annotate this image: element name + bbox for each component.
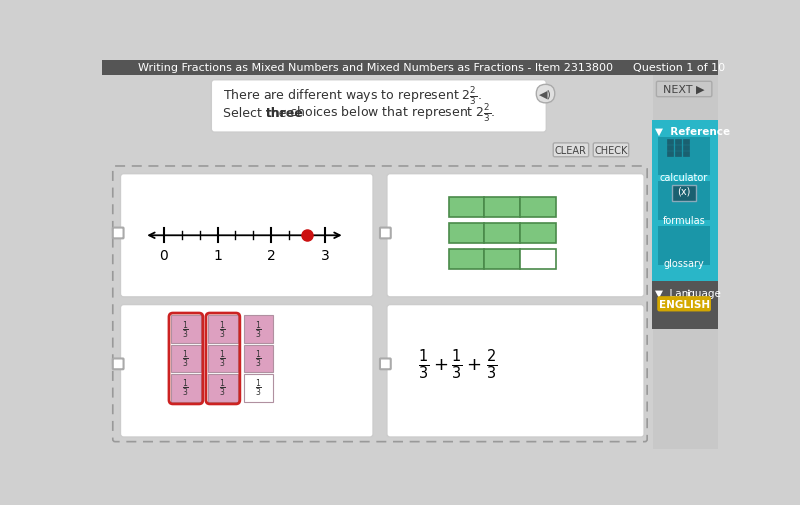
Text: 3: 3	[321, 249, 330, 263]
FancyBboxPatch shape	[536, 85, 554, 104]
Bar	[449, 224, 485, 243]
Bar	[171, 345, 201, 373]
Bar	[208, 345, 238, 373]
Text: There are different ways to represent $2\frac{2}{3}$.: There are different ways to represent $2…	[223, 85, 482, 107]
Bar	[667, 152, 674, 157]
Bar	[658, 137, 710, 176]
Text: $\frac{2}{3}$: $\frac{2}{3}$	[486, 347, 498, 381]
Bar	[208, 374, 238, 402]
FancyBboxPatch shape	[594, 143, 629, 158]
Bar	[244, 316, 273, 343]
Text: Writing Fractions as Mixed Numbers and Mixed Numbers as Fractions - Item 2313800: Writing Fractions as Mixed Numbers and M…	[138, 63, 613, 73]
Text: $\frac{1}{3}$: $\frac{1}{3}$	[219, 319, 226, 340]
Bar	[244, 374, 273, 402]
Text: glossary: glossary	[664, 259, 705, 269]
FancyBboxPatch shape	[380, 228, 390, 239]
Text: $+$: $+$	[434, 355, 448, 373]
Bar	[652, 282, 718, 330]
Bar	[208, 316, 238, 343]
Bar	[672, 186, 697, 201]
Bar	[520, 197, 556, 217]
FancyBboxPatch shape	[658, 297, 710, 311]
FancyBboxPatch shape	[656, 82, 712, 97]
Bar	[652, 121, 718, 282]
Text: $\frac{1}{3}$: $\frac{1}{3}$	[418, 347, 430, 381]
Text: $\frac{1}{3}$: $\frac{1}{3}$	[182, 377, 190, 398]
Text: choices below that represent $2\frac{2}{3}$.: choices below that represent $2\frac{2}{…	[286, 102, 495, 124]
Text: 2: 2	[267, 249, 276, 263]
Text: Question 1 of 10: Question 1 of 10	[634, 63, 726, 73]
Text: $\frac{1}{3}$: $\frac{1}{3}$	[255, 377, 262, 398]
FancyBboxPatch shape	[211, 81, 546, 133]
Text: calculator: calculator	[660, 172, 708, 182]
Bar	[675, 146, 681, 150]
FancyBboxPatch shape	[380, 359, 390, 370]
Text: $\frac{1}{3}$: $\frac{1}{3}$	[255, 319, 262, 340]
Bar	[675, 152, 681, 157]
Bar	[682, 146, 689, 150]
Bar	[520, 249, 556, 270]
Text: CLEAR: CLEAR	[555, 145, 587, 156]
FancyBboxPatch shape	[387, 174, 644, 297]
Text: ▼  Language: ▼ Language	[655, 288, 721, 298]
Bar	[449, 197, 485, 217]
Text: ENGLISH: ENGLISH	[658, 299, 710, 309]
Text: CHECK: CHECK	[594, 145, 628, 156]
Bar	[682, 140, 689, 144]
FancyBboxPatch shape	[387, 305, 644, 437]
FancyBboxPatch shape	[113, 359, 123, 370]
Text: (x): (x)	[678, 186, 691, 196]
Bar	[171, 374, 201, 402]
Text: NEXT ▶: NEXT ▶	[663, 85, 705, 95]
Bar	[682, 152, 689, 157]
Bar	[449, 249, 485, 270]
Bar	[485, 197, 520, 217]
Bar	[667, 146, 674, 150]
FancyBboxPatch shape	[121, 174, 373, 297]
Bar	[102, 61, 718, 76]
Bar	[520, 224, 556, 243]
Bar	[667, 140, 674, 144]
Text: $\frac{1}{3}$: $\frac{1}{3}$	[182, 319, 190, 340]
Text: $\frac{1}{3}$: $\frac{1}{3}$	[219, 348, 226, 370]
Text: ℹ: ℹ	[687, 288, 690, 298]
FancyBboxPatch shape	[113, 228, 123, 239]
Text: $\frac{1}{3}$: $\frac{1}{3}$	[219, 377, 226, 398]
Bar	[654, 76, 718, 449]
Bar	[244, 345, 273, 373]
Text: three: three	[266, 107, 304, 119]
Bar	[485, 224, 520, 243]
Text: $\frac{1}{3}$: $\frac{1}{3}$	[182, 348, 190, 370]
Bar	[171, 316, 201, 343]
Text: formulas: formulas	[662, 216, 706, 225]
FancyBboxPatch shape	[554, 143, 589, 158]
Text: $\frac{1}{3}$: $\frac{1}{3}$	[255, 348, 262, 370]
Text: ◀): ◀)	[539, 89, 552, 99]
Text: ▼  Reference: ▼ Reference	[655, 127, 730, 137]
Text: 1: 1	[213, 249, 222, 263]
Bar	[485, 249, 520, 270]
Text: $\frac{1}{3}$: $\frac{1}{3}$	[450, 347, 462, 381]
Text: Select the: Select the	[223, 107, 290, 119]
Bar	[658, 227, 710, 265]
Text: $+$: $+$	[466, 355, 481, 373]
FancyBboxPatch shape	[121, 305, 373, 437]
Text: 0: 0	[159, 249, 168, 263]
Bar	[675, 140, 681, 144]
Bar	[658, 182, 710, 221]
